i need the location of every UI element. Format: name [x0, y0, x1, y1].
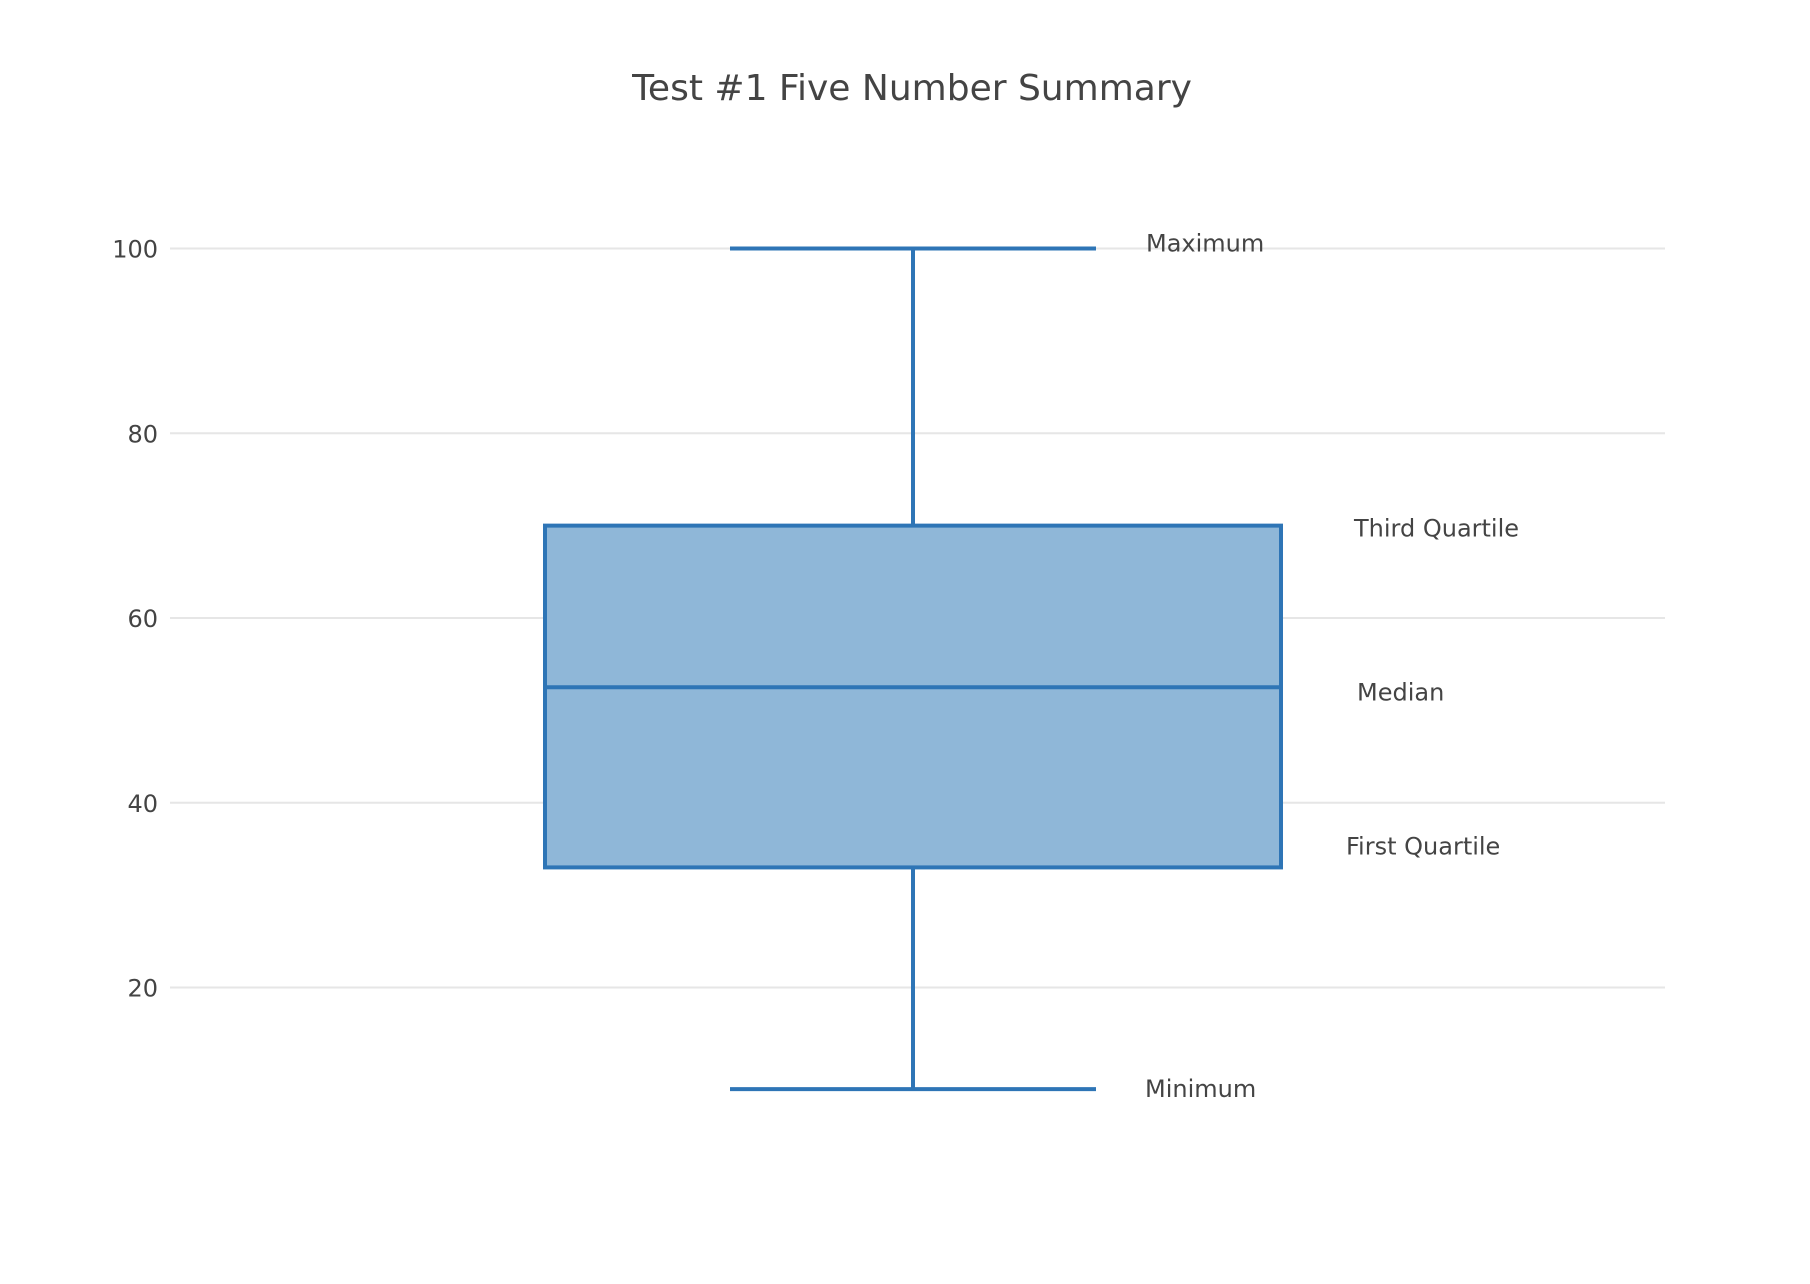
annotation-third-quartile: Third Quartile — [1353, 515, 1519, 543]
y-tick-label: 20 — [127, 975, 158, 1003]
interquartile-box — [543, 523, 1283, 870]
annotations: Maximum Third Quartile Median First Quartil… — [1145, 230, 1519, 1104]
annotation-minimum: Minimum — [1145, 1075, 1256, 1103]
y-axis-ticks: 20 40 60 80 100 — [112, 236, 158, 1003]
annotation-median: Median — [1357, 678, 1444, 706]
y-tick-label: 80 — [127, 420, 158, 448]
y-tick-label: 100 — [112, 236, 158, 264]
chart-title: Test #1 Five Number Summary — [631, 68, 1192, 109]
y-tick-label: 60 — [127, 605, 158, 633]
annotation-maximum: Maximum — [1146, 230, 1264, 258]
y-tick-label: 40 — [127, 790, 158, 818]
box-plot — [543, 246, 1283, 1092]
annotation-first-quartile: First Quartile — [1346, 832, 1500, 860]
